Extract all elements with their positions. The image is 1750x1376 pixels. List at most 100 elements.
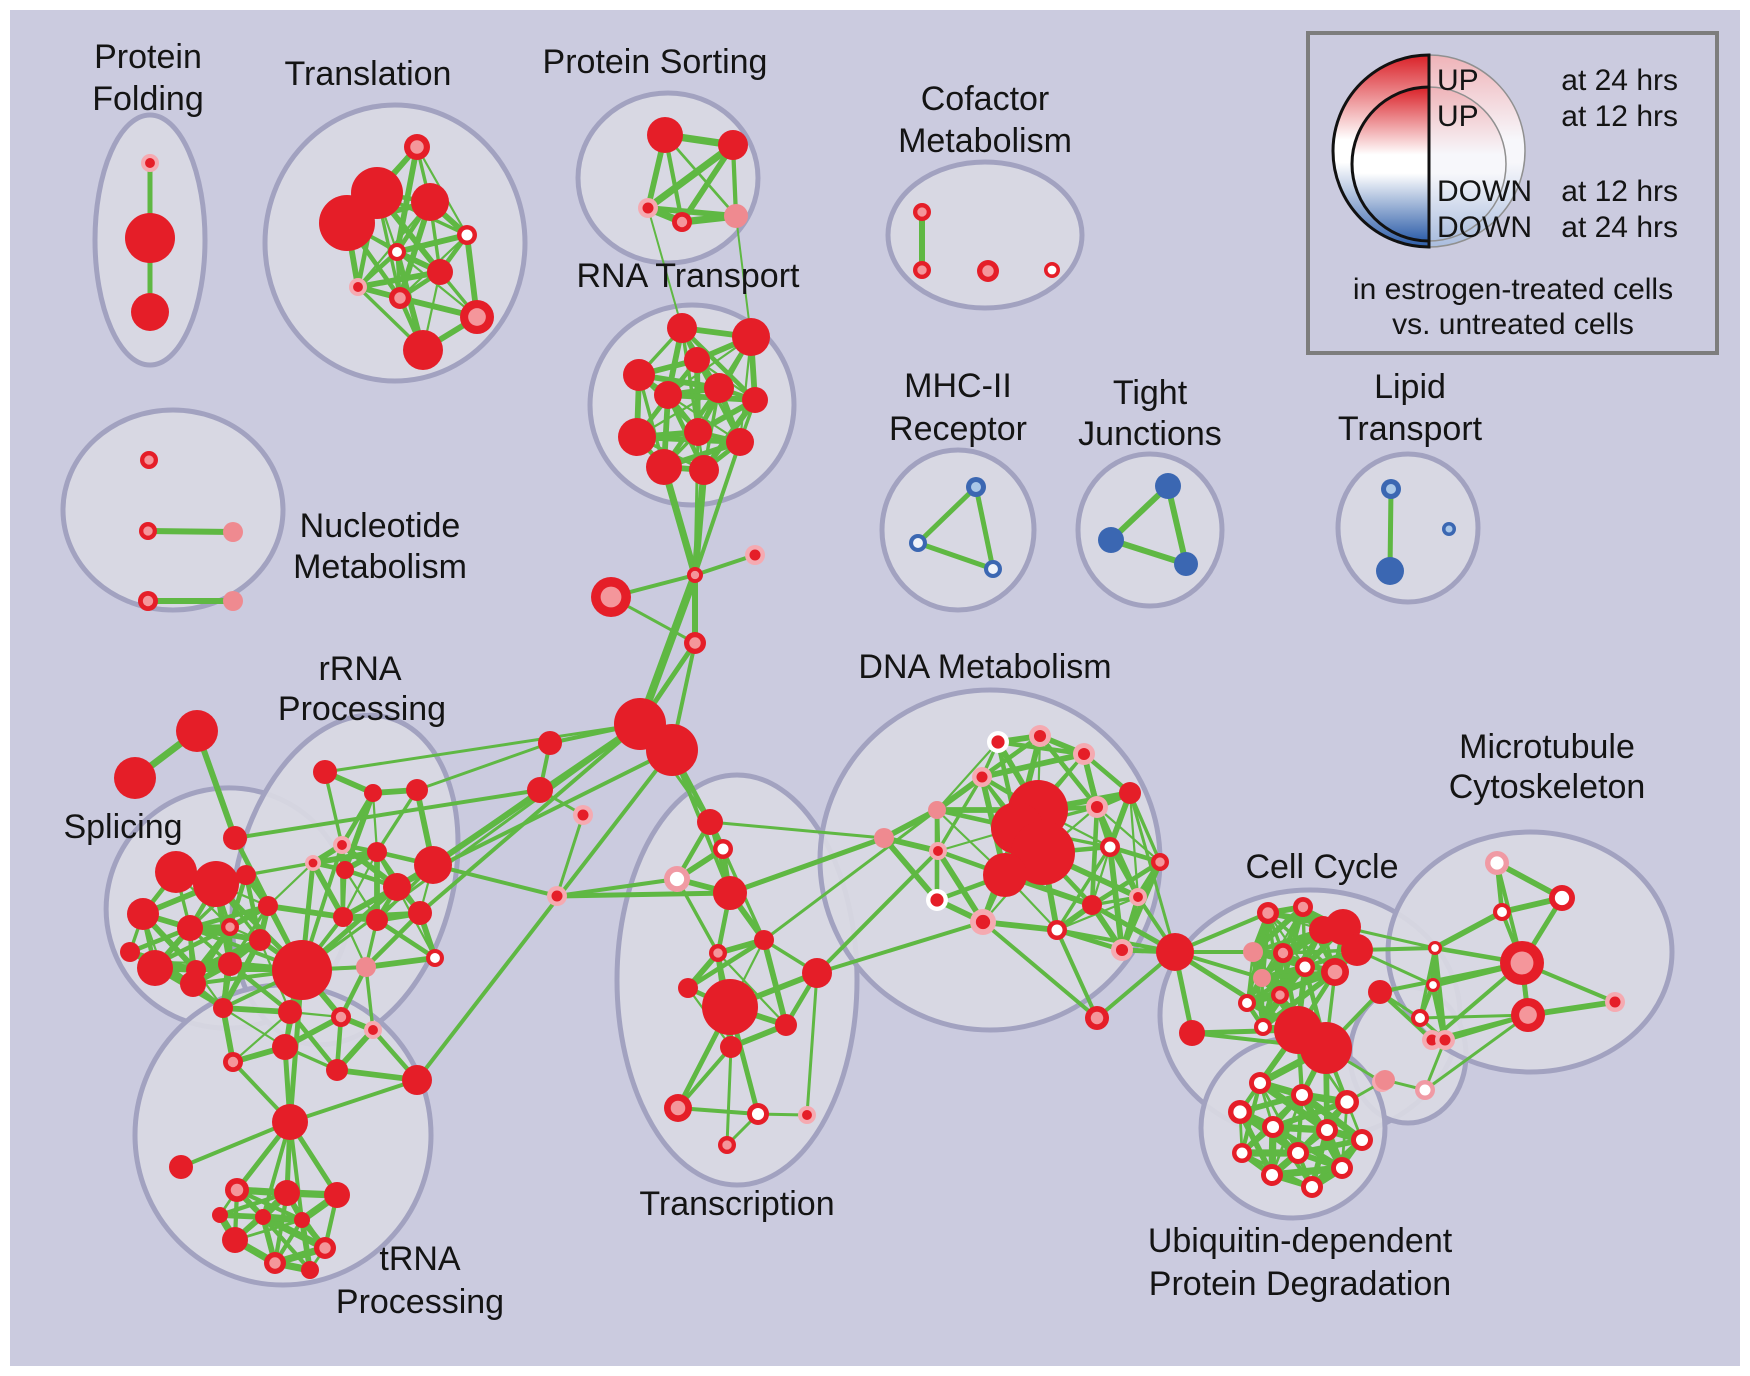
legend-inner-circle-saturated-half xyxy=(1350,85,1431,243)
network-edge xyxy=(979,751,1087,780)
network-edge xyxy=(935,848,986,925)
network-node xyxy=(713,876,747,910)
network-node-core xyxy=(713,948,723,958)
network-edge xyxy=(179,1120,292,1169)
network-edge xyxy=(259,1213,329,1252)
network-edge xyxy=(1095,805,1162,864)
legend-caption-line-1: in estrogen-treated cells xyxy=(1353,273,1673,306)
network-edge xyxy=(157,924,233,965)
network-node-core xyxy=(1277,947,1289,959)
network-edge xyxy=(415,748,674,1082)
network-node-core xyxy=(1090,1011,1104,1025)
network-node xyxy=(223,522,243,542)
cluster-label-nucleotide-metabolism-0: Nucleotide xyxy=(300,507,461,545)
network-node xyxy=(1011,821,1075,885)
legend-down-24-time: at 24 hrs xyxy=(1561,211,1678,244)
legend-down-24-word: DOWN xyxy=(1437,211,1532,244)
network-edge xyxy=(323,770,344,847)
network-edge xyxy=(341,850,379,919)
network-edge xyxy=(735,215,752,338)
network-node xyxy=(427,259,453,285)
network-node xyxy=(402,1065,432,1095)
network-node-core xyxy=(269,1257,281,1269)
network-node xyxy=(255,1209,271,1225)
network-node-core xyxy=(1519,1006,1537,1024)
network-node-core xyxy=(1386,484,1396,494)
network-node-core xyxy=(368,1025,378,1035)
network-node xyxy=(1253,969,1271,987)
network-node xyxy=(406,779,428,801)
network-node xyxy=(538,731,562,755)
network-node xyxy=(732,318,770,356)
cluster-label-rrna-processing-1: Processing xyxy=(278,690,446,728)
network-node xyxy=(356,957,376,977)
network-edge xyxy=(660,463,699,579)
network-node xyxy=(646,724,698,776)
network-edge xyxy=(244,861,315,877)
network-node xyxy=(1300,1022,1352,1074)
cluster-label-translation-0: Translation xyxy=(285,55,452,93)
network-edge xyxy=(935,740,1000,812)
cluster-label-lipid-transport-1: Transport xyxy=(1338,410,1483,448)
network-node-core xyxy=(1262,907,1274,919)
network-node-core xyxy=(144,455,154,465)
network-edge xyxy=(1055,928,1099,1020)
network-node xyxy=(155,851,197,893)
network-edge xyxy=(915,484,979,546)
network-node-core xyxy=(1236,1147,1248,1159)
network-node-core xyxy=(1090,800,1104,814)
network-edge xyxy=(693,430,700,577)
network-edge xyxy=(815,849,940,975)
network-node-core xyxy=(917,265,927,275)
network-node-core xyxy=(1340,1095,1354,1109)
network-node xyxy=(1243,942,1263,962)
network-edge xyxy=(981,920,1099,1020)
network-edge xyxy=(1423,1013,1530,1092)
cluster-ellipse-cofactor-metabolism xyxy=(885,159,1085,311)
cluster-label-rna-transport-0: RNA Transport xyxy=(577,257,801,295)
legend-up-24-word: UP xyxy=(1437,64,1479,97)
network-node xyxy=(1368,980,1392,1004)
cluster-ellipse-nucleotide-metabolism xyxy=(60,407,286,613)
cluster-label-mhc-ii-receptor-0: MHC-II xyxy=(904,367,1012,405)
network-node-core xyxy=(1415,1013,1425,1023)
network-node-core xyxy=(669,871,685,887)
network-node xyxy=(180,971,206,997)
network-node xyxy=(169,1155,193,1179)
network-node xyxy=(1082,895,1102,915)
network-edge xyxy=(915,540,996,572)
cluster-label-ubiquitin-degradation-1: Protein Degradation xyxy=(1149,1265,1451,1303)
network-edge xyxy=(554,890,733,899)
network-node-core xyxy=(551,890,563,902)
cluster-label-microtubule-cytoskeleton-1: Cytoskeleton xyxy=(1449,768,1646,806)
network-node-core xyxy=(1554,890,1570,906)
network-edge xyxy=(233,788,542,840)
legend-up-24-time: at 24 hrs xyxy=(1561,64,1678,97)
network-node-core xyxy=(690,570,700,580)
network-node xyxy=(1375,1070,1395,1090)
network-node-core xyxy=(1335,1161,1349,1175)
network-node xyxy=(527,777,553,803)
legend-up-12-time: at 12 hrs xyxy=(1561,100,1678,133)
network-node xyxy=(623,359,655,391)
network-edge xyxy=(415,741,552,792)
network-node xyxy=(177,915,203,941)
network-node-core xyxy=(410,140,424,154)
network-node-core xyxy=(1266,1120,1280,1134)
network-edge xyxy=(685,937,767,991)
network-node-core xyxy=(642,202,654,214)
network-node xyxy=(313,760,337,784)
network-edge xyxy=(231,1010,292,1064)
network-edge xyxy=(1089,804,1100,908)
network-edge xyxy=(1128,791,1162,864)
network-node-core xyxy=(1033,729,1047,743)
network-edge xyxy=(555,813,585,898)
network-node xyxy=(272,1104,308,1140)
legend-inner-circle-faded-half xyxy=(1428,86,1507,242)
network-node-core xyxy=(1419,1084,1431,1096)
network-node-core xyxy=(717,843,729,855)
network-node xyxy=(212,1207,228,1223)
network-node-core xyxy=(1295,1088,1309,1102)
network-node-core xyxy=(751,1107,765,1121)
